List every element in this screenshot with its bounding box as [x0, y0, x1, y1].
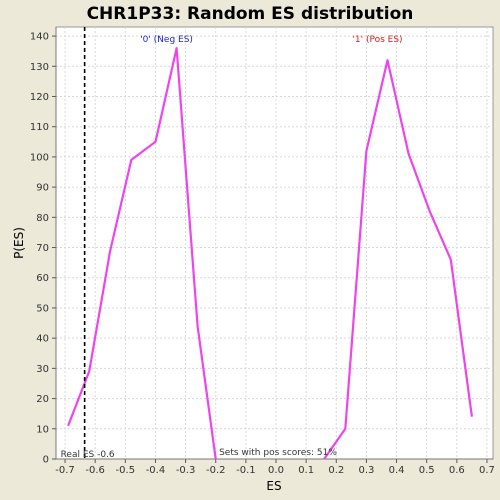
x-tick-label: -0.3 [176, 465, 196, 476]
y-tick-label: 60 [36, 273, 49, 284]
chart-title: CHR1P33: Random ES distribution [87, 4, 414, 24]
pos-scores-label: Sets with pos scores: 51% [219, 448, 337, 458]
real-es-label: Real ES -0.6 [61, 450, 115, 460]
x-tick-label: -0.4 [146, 465, 166, 476]
y-tick-label: 30 [36, 364, 49, 375]
x-tick-label: -0.5 [116, 465, 136, 476]
series-label-0: '0' (Neg ES) [140, 35, 193, 45]
y-tick-label: 0 [43, 455, 49, 466]
y-tick-label: 110 [30, 122, 49, 133]
x-tick-label: 0.3 [358, 465, 374, 476]
x-tick-label: 0.0 [268, 465, 284, 476]
x-tick-label: 0.5 [419, 465, 435, 476]
x-tick-label: 0.4 [389, 465, 405, 476]
x-tick-label: -0.7 [55, 465, 75, 476]
x-tick-label: 0.2 [328, 465, 344, 476]
x-tick-label: -0.6 [85, 465, 105, 476]
y-tick-label: 140 [30, 32, 49, 43]
y-tick-label: 20 [36, 394, 49, 405]
y-tick-label: 120 [30, 92, 49, 103]
series-layer [67, 46, 473, 460]
x-axis-title: ES [266, 479, 281, 493]
x-tick-label: 0.6 [449, 465, 465, 476]
series-line-1 [323, 59, 473, 460]
y-tick-label: 80 [36, 213, 49, 224]
x-tick-label: -0.1 [236, 465, 256, 476]
plot-area [55, 26, 494, 460]
y-tick-label: 70 [36, 243, 49, 254]
series-line-0 [67, 46, 217, 460]
x-tick-label: -0.2 [206, 465, 226, 476]
annotation-layer: '0' (Neg ES) '1' (Pos ES) Real ES -0.6 Sets… [61, 27, 403, 460]
y-tick-label: 90 [36, 183, 49, 194]
axes-layer: -0.7 -0.6 -0.5 -0.4 -0.3 -0.2 -0.1 0.0 0.1 0.2 0.3… [30, 27, 495, 476]
x-tick-label: 0.7 [479, 465, 495, 476]
series-label-1: '1' (Pos ES) [352, 35, 402, 45]
y-tick-label: 130 [30, 62, 49, 73]
y-axis-title: P(ES) [12, 227, 26, 259]
y-tick-label: 50 [36, 303, 49, 314]
x-tick-label: 0.1 [298, 465, 314, 476]
y-tick-label: 100 [30, 152, 49, 163]
y-tick-label: 40 [36, 334, 49, 345]
y-tick-label: 10 [36, 424, 49, 435]
